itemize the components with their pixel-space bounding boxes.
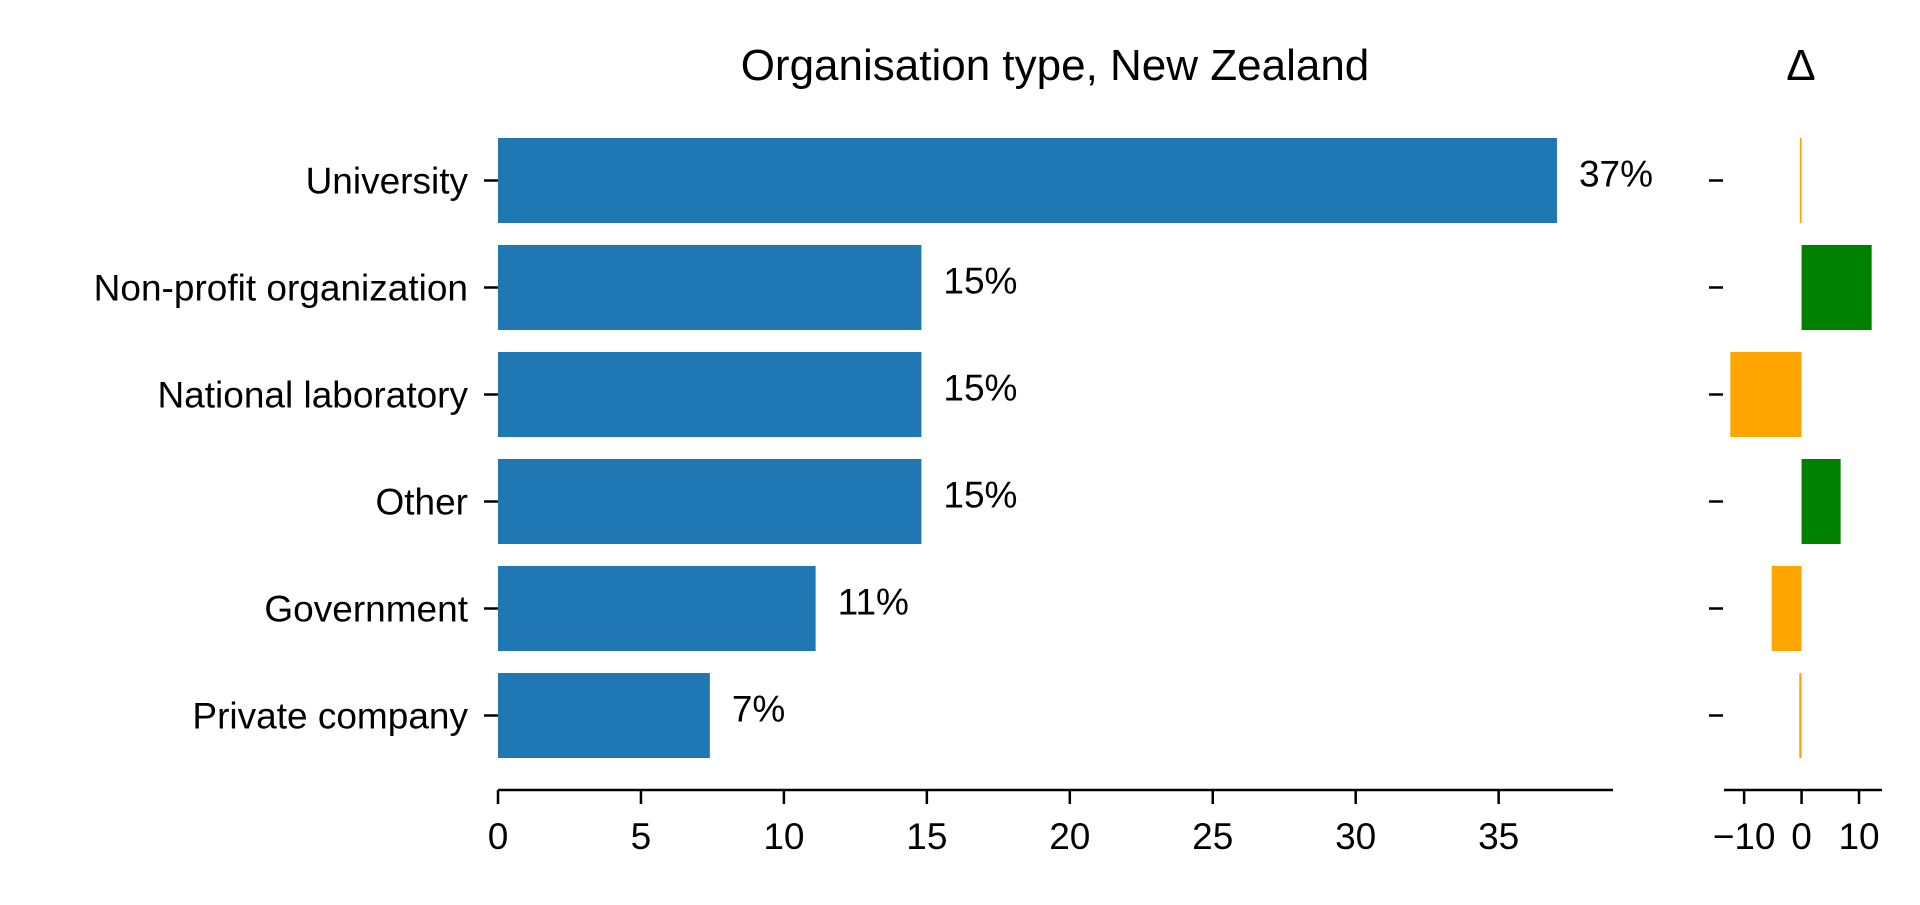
x-tick-label: 35: [1478, 816, 1519, 857]
bar-value-label: 7%: [732, 689, 785, 730]
delta-x-tick-label: 10: [1838, 816, 1879, 857]
delta-bar-non-profit-organization: [1801, 245, 1872, 330]
x-tick-label: 30: [1335, 816, 1376, 857]
y-tick-label: Private company: [192, 696, 468, 737]
delta-bar-university: [1799, 138, 1802, 223]
bar-national-laboratory: [498, 352, 922, 437]
delta-bar-private-company: [1799, 673, 1802, 758]
delta-x-tick-label: 0: [1791, 816, 1812, 857]
y-tick-label: University: [306, 161, 469, 202]
x-tick-label: 15: [906, 816, 947, 857]
x-tick-label: 20: [1049, 816, 1090, 857]
main-chart-title: Organisation type, New Zealand: [741, 41, 1370, 90]
delta-bar-government: [1771, 566, 1802, 651]
bar-value-label: 37%: [1579, 154, 1653, 195]
delta-bar-other: [1801, 459, 1841, 544]
delta-x-tick-label: −10: [1713, 816, 1776, 857]
y-tick-label: Non-profit organization: [94, 268, 468, 309]
x-tick-label: 5: [631, 816, 652, 857]
bar-value-label: 15%: [943, 475, 1017, 516]
x-tick-label: 0: [488, 816, 509, 857]
bar-value-label: 15%: [943, 368, 1017, 409]
bar-government: [498, 566, 816, 651]
y-tick-label: Other: [375, 482, 468, 523]
bar-university: [498, 138, 1557, 223]
y-tick-label: National laboratory: [157, 375, 468, 416]
delta-bar-national-laboratory: [1730, 352, 1802, 437]
bar-non-profit-organization: [498, 245, 922, 330]
x-tick-label: 10: [763, 816, 804, 857]
bar-value-label: 11%: [838, 582, 909, 623]
y-tick-label: Government: [264, 589, 468, 630]
bar-value-label: 15%: [943, 261, 1017, 302]
main-plot-area: University 37% Non-profit organization 15% N…: [94, 138, 1653, 857]
delta-chart-title: Δ: [1786, 41, 1815, 90]
x-tick-label: 25: [1192, 816, 1233, 857]
bar-other: [498, 459, 922, 544]
delta-plot-area: −10 0 10: [1709, 138, 1882, 857]
bar-private-company: [498, 673, 710, 758]
